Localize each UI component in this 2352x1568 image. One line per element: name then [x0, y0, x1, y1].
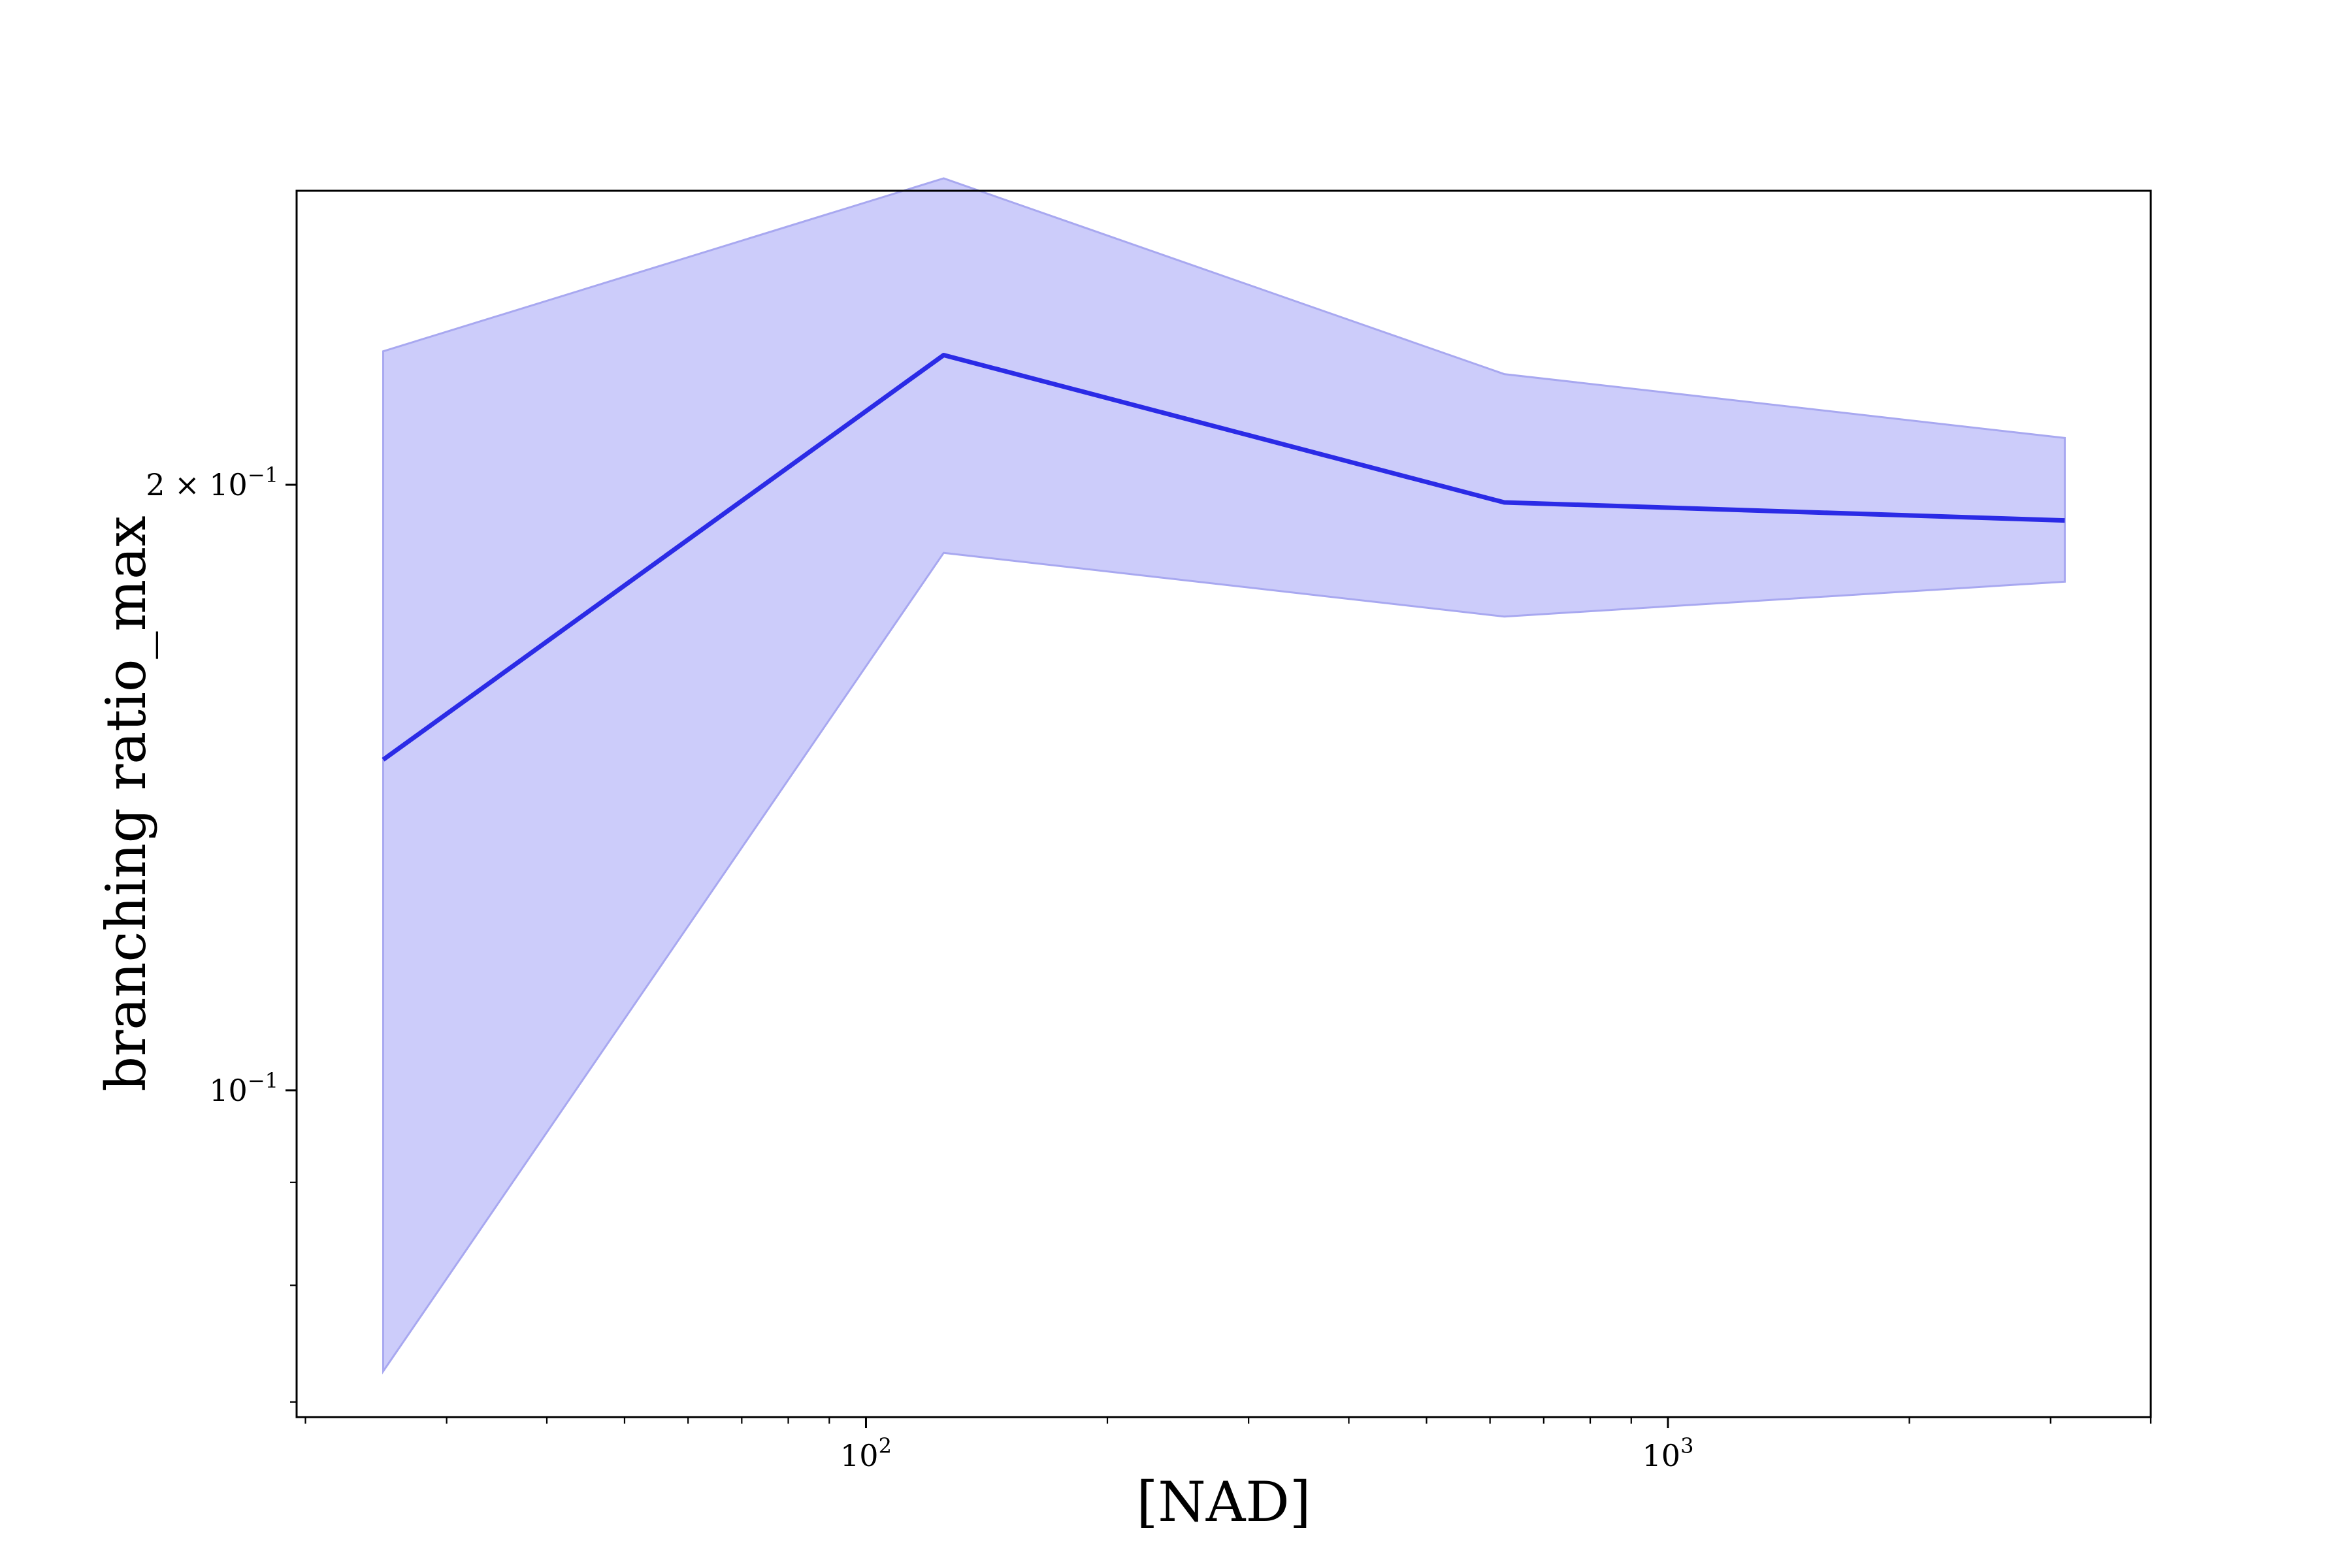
- x-axis-title: [NAD]: [1136, 1470, 1311, 1534]
- axes: 102 103 10−1 2 × 10−1: [146, 463, 2152, 1473]
- y-tick-label: 10−1: [209, 1068, 278, 1108]
- x-tick-label: 102: [840, 1433, 892, 1473]
- series-line: [382, 353, 2065, 762]
- confidence-band: [382, 177, 2066, 1375]
- y-axis-title: branching ratio_max: [94, 515, 158, 1091]
- x-tick-label: 103: [1642, 1433, 1694, 1473]
- plot-frame: [295, 189, 2152, 1418]
- plot-area: [382, 177, 2066, 1375]
- y-tick-label: 2 × 10−1: [146, 463, 278, 502]
